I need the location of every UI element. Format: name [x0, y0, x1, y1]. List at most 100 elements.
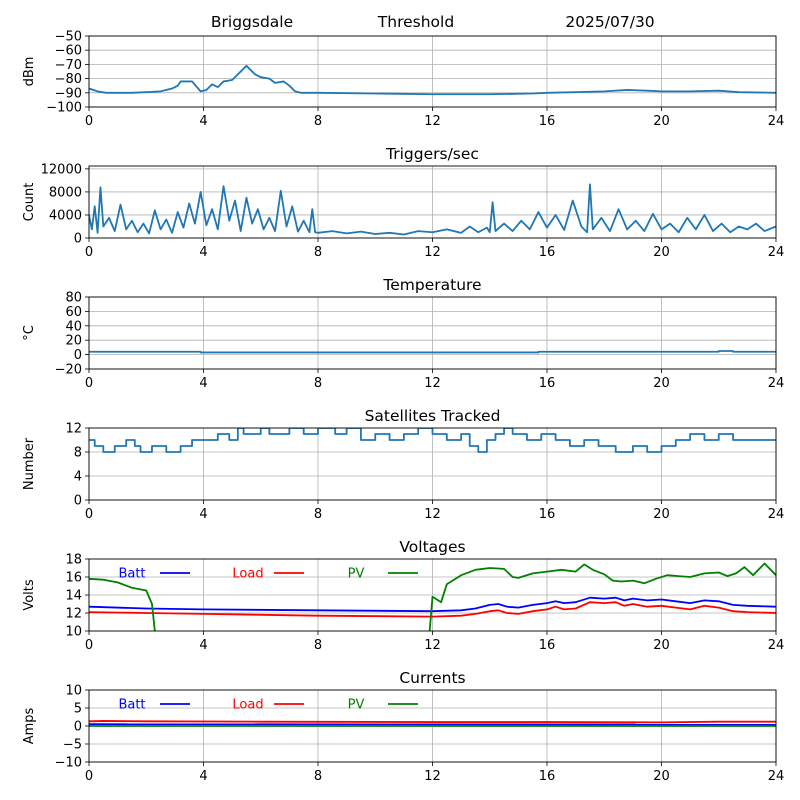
y-tick-label: −90	[55, 86, 82, 101]
x-tick-label: 16	[539, 507, 556, 522]
x-tick-label: 0	[85, 245, 93, 260]
x-tick-label: 20	[653, 114, 670, 129]
x-tick-label: 8	[314, 376, 322, 391]
x-tick-label: 8	[314, 507, 322, 522]
x-tick-label: 12	[424, 376, 441, 391]
series-line-0	[89, 64, 776, 96]
axes-frame	[88, 35, 777, 108]
x-tick-label: 16	[539, 114, 556, 129]
series-line-batt	[89, 596, 776, 613]
x-tick-label: 12	[424, 245, 441, 260]
y-tick-label: 12	[65, 607, 82, 622]
y-tick-label: 16	[65, 571, 82, 586]
y-tick-label: 5	[74, 702, 82, 717]
x-tick-label: 24	[768, 245, 785, 260]
x-tick-label: 0	[85, 638, 93, 653]
legend-label-pv: PV	[348, 698, 365, 713]
axes-frame	[88, 427, 777, 501]
x-tick-label: 20	[653, 507, 670, 522]
y-tick-label: 10	[65, 684, 82, 699]
series-line-0	[89, 428, 776, 453]
y-tick-label: −70	[55, 58, 82, 73]
chart-panel-3: 0 4 8 12 16 20 24 0 4 8 12 Satellites Tracked Number	[22, 407, 784, 522]
x-tick-label: 16	[539, 376, 556, 391]
y-tick-label: 20	[65, 334, 82, 349]
chart-title: Triggers/sec	[385, 145, 479, 163]
x-tick-label: 20	[653, 245, 670, 260]
chart-panel-0: 0 4 8 12 16 20 24 −100−90−80−70−60−50 dBm	[22, 30, 784, 130]
y-tick-label: 4000	[49, 208, 82, 223]
x-tick-label: 8	[314, 245, 322, 260]
y-axis-label: °C	[22, 325, 37, 341]
x-tick-label: 20	[653, 769, 670, 784]
x-tick-label: 16	[539, 638, 556, 653]
legend-label-batt: Batt	[118, 698, 145, 713]
y-tick-label: −80	[55, 72, 82, 87]
chart-title: Temperature	[382, 276, 481, 294]
y-tick-label: 0	[74, 232, 82, 247]
chart-title: Satellites Tracked	[365, 407, 501, 425]
x-tick-label: 4	[199, 376, 207, 391]
x-tick-label: 4	[199, 507, 207, 522]
x-tick-label: 20	[653, 376, 670, 391]
chart-panel-5: 0 4 8 12 16 20 24 −10 −5 0 5 10 Batt Load PV Currents Am…	[22, 669, 784, 784]
chart-title: Currents	[399, 669, 465, 687]
series-line-pv	[89, 562, 776, 631]
y-tick-label: 4	[74, 470, 82, 485]
y-tick-label: 12000	[41, 162, 82, 177]
y-tick-label: −10	[55, 756, 82, 771]
x-tick-label: 4	[199, 245, 207, 260]
x-tick-label: 12	[424, 507, 441, 522]
x-tick-label: 24	[768, 638, 785, 653]
header-label: Threshold	[377, 13, 454, 31]
y-tick-label: 14	[65, 589, 82, 604]
legend-label-load: Load	[232, 567, 263, 582]
axes-frame	[88, 165, 777, 239]
chart-title: Voltages	[399, 538, 465, 556]
y-tick-label: 10	[65, 625, 82, 640]
x-tick-label: 20	[653, 638, 670, 653]
axes-frame	[88, 689, 777, 763]
x-tick-label: 12	[424, 638, 441, 653]
x-tick-label: 0	[85, 507, 93, 522]
y-tick-label: −20	[55, 363, 82, 378]
chart-panel-4: 0 4 8 12 16 20 24 10 12 14 16 18 Batt Load PV Voltages V…	[22, 538, 784, 653]
x-tick-label: 24	[768, 114, 785, 129]
y-tick-label: −50	[55, 30, 82, 45]
y-tick-label: 0	[74, 720, 82, 735]
station-name: Briggsdale	[211, 13, 293, 31]
y-axis-label: Number	[22, 437, 37, 490]
x-tick-label: 4	[199, 638, 207, 653]
y-tick-label: 18	[65, 553, 82, 568]
x-tick-label: 24	[768, 376, 785, 391]
x-tick-label: 16	[539, 769, 556, 784]
y-tick-label: 0	[74, 494, 82, 509]
x-tick-label: 8	[314, 638, 322, 653]
x-tick-label: 0	[85, 769, 93, 784]
x-tick-label: 8	[314, 769, 322, 784]
x-tick-label: 24	[768, 507, 785, 522]
y-tick-label: 60	[65, 305, 82, 320]
y-tick-label: 12	[65, 422, 82, 437]
y-axis-label: Volts	[22, 579, 37, 611]
series-line-load	[89, 720, 776, 724]
y-tick-label: −5	[63, 738, 82, 753]
series-line-load	[89, 601, 776, 618]
legend-label-batt: Batt	[118, 567, 145, 582]
y-tick-label: 40	[65, 319, 82, 334]
chart-panel-1: 0 4 8 12 16 20 24 0 4000 8000 12000 Triggers/sec Cou…	[22, 145, 784, 260]
y-tick-label: 0	[74, 348, 82, 363]
axes-frame	[88, 558, 777, 632]
x-tick-label: 0	[85, 114, 93, 129]
x-tick-label: 4	[199, 114, 207, 129]
y-tick-label: 8000	[49, 185, 82, 200]
y-tick-label: 8	[74, 446, 82, 461]
y-axis-label: Count	[22, 183, 37, 222]
y-tick-label: −60	[55, 44, 82, 59]
y-tick-label: −100	[46, 101, 82, 116]
x-tick-label: 8	[314, 114, 322, 129]
legend-label-load: Load	[232, 698, 263, 713]
x-tick-label: 4	[199, 769, 207, 784]
